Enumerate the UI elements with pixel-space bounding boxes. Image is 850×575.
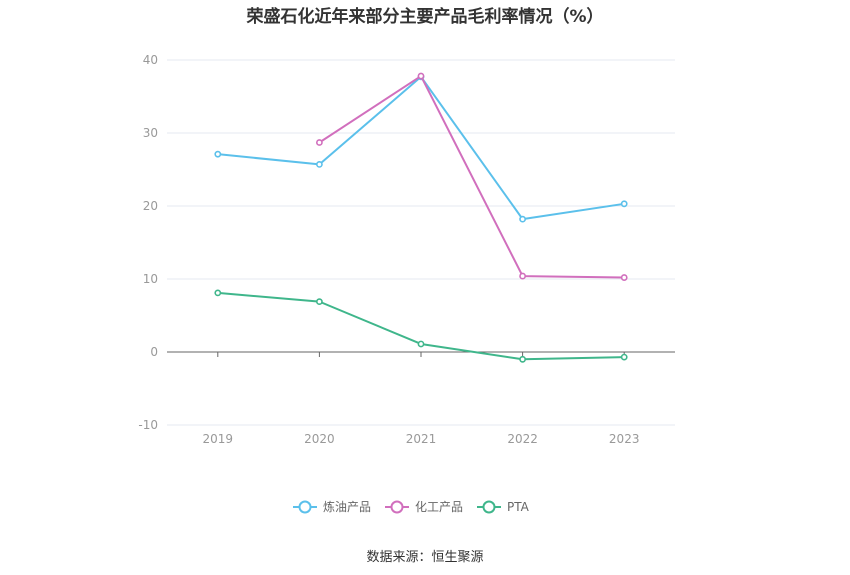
y-tick-label: 20 bbox=[143, 199, 158, 213]
legend-label: 化工产品 bbox=[415, 500, 463, 514]
legend-marker-icon bbox=[390, 500, 404, 514]
series-line bbox=[217, 75, 625, 221]
data-point[interactable] bbox=[417, 72, 425, 80]
data-source: 数据来源：恒生聚源 bbox=[366, 550, 484, 565]
data-point[interactable] bbox=[519, 355, 526, 363]
data-point[interactable] bbox=[315, 298, 323, 306]
data-point[interactable] bbox=[315, 139, 323, 146]
x-tick-label: 2020 bbox=[304, 432, 335, 446]
data-point[interactable] bbox=[315, 160, 323, 168]
y-tick-label: 10 bbox=[143, 272, 158, 286]
series-lines bbox=[214, 72, 628, 363]
legend-item[interactable]: 炼油产品 bbox=[293, 499, 371, 514]
legend-label: PTA bbox=[507, 500, 530, 514]
data-point[interactable] bbox=[214, 289, 222, 297]
series-line bbox=[318, 75, 625, 279]
x-tick-label: 2022 bbox=[507, 432, 538, 446]
series-line bbox=[217, 291, 625, 361]
y-tick-label: 0 bbox=[150, 345, 158, 359]
axes: -10 0 10 20 30 40 2019 2020 2021 2022 2023 bbox=[138, 53, 639, 446]
y-tick-label: 40 bbox=[143, 53, 158, 67]
x-tick-label: 2019 bbox=[203, 432, 234, 446]
data-point[interactable] bbox=[620, 353, 628, 361]
x-tick-label: 2021 bbox=[406, 432, 437, 446]
data-point[interactable] bbox=[519, 272, 526, 280]
legend-marker-icon bbox=[482, 500, 496, 514]
data-point[interactable] bbox=[620, 200, 628, 208]
chart-title: 荣盛石化近年来部分主要产品毛利率情况（%） bbox=[246, 7, 604, 27]
legend[interactable]: 炼油产品 化工产品 PTA bbox=[293, 499, 530, 514]
grid-lines bbox=[167, 59, 675, 426]
data-point[interactable] bbox=[620, 274, 628, 281]
x-tick-label: 2023 bbox=[609, 432, 640, 446]
y-tick-label: 30 bbox=[143, 126, 158, 140]
data-point[interactable] bbox=[519, 215, 526, 223]
data-point[interactable] bbox=[214, 150, 222, 158]
legend-item[interactable]: 化工产品 bbox=[385, 500, 463, 514]
data-point[interactable] bbox=[417, 340, 425, 348]
legend-marker-icon bbox=[298, 500, 312, 514]
y-tick-label: -10 bbox=[138, 418, 158, 432]
legend-label: 炼油产品 bbox=[323, 499, 371, 514]
legend-item[interactable]: PTA bbox=[477, 500, 530, 514]
